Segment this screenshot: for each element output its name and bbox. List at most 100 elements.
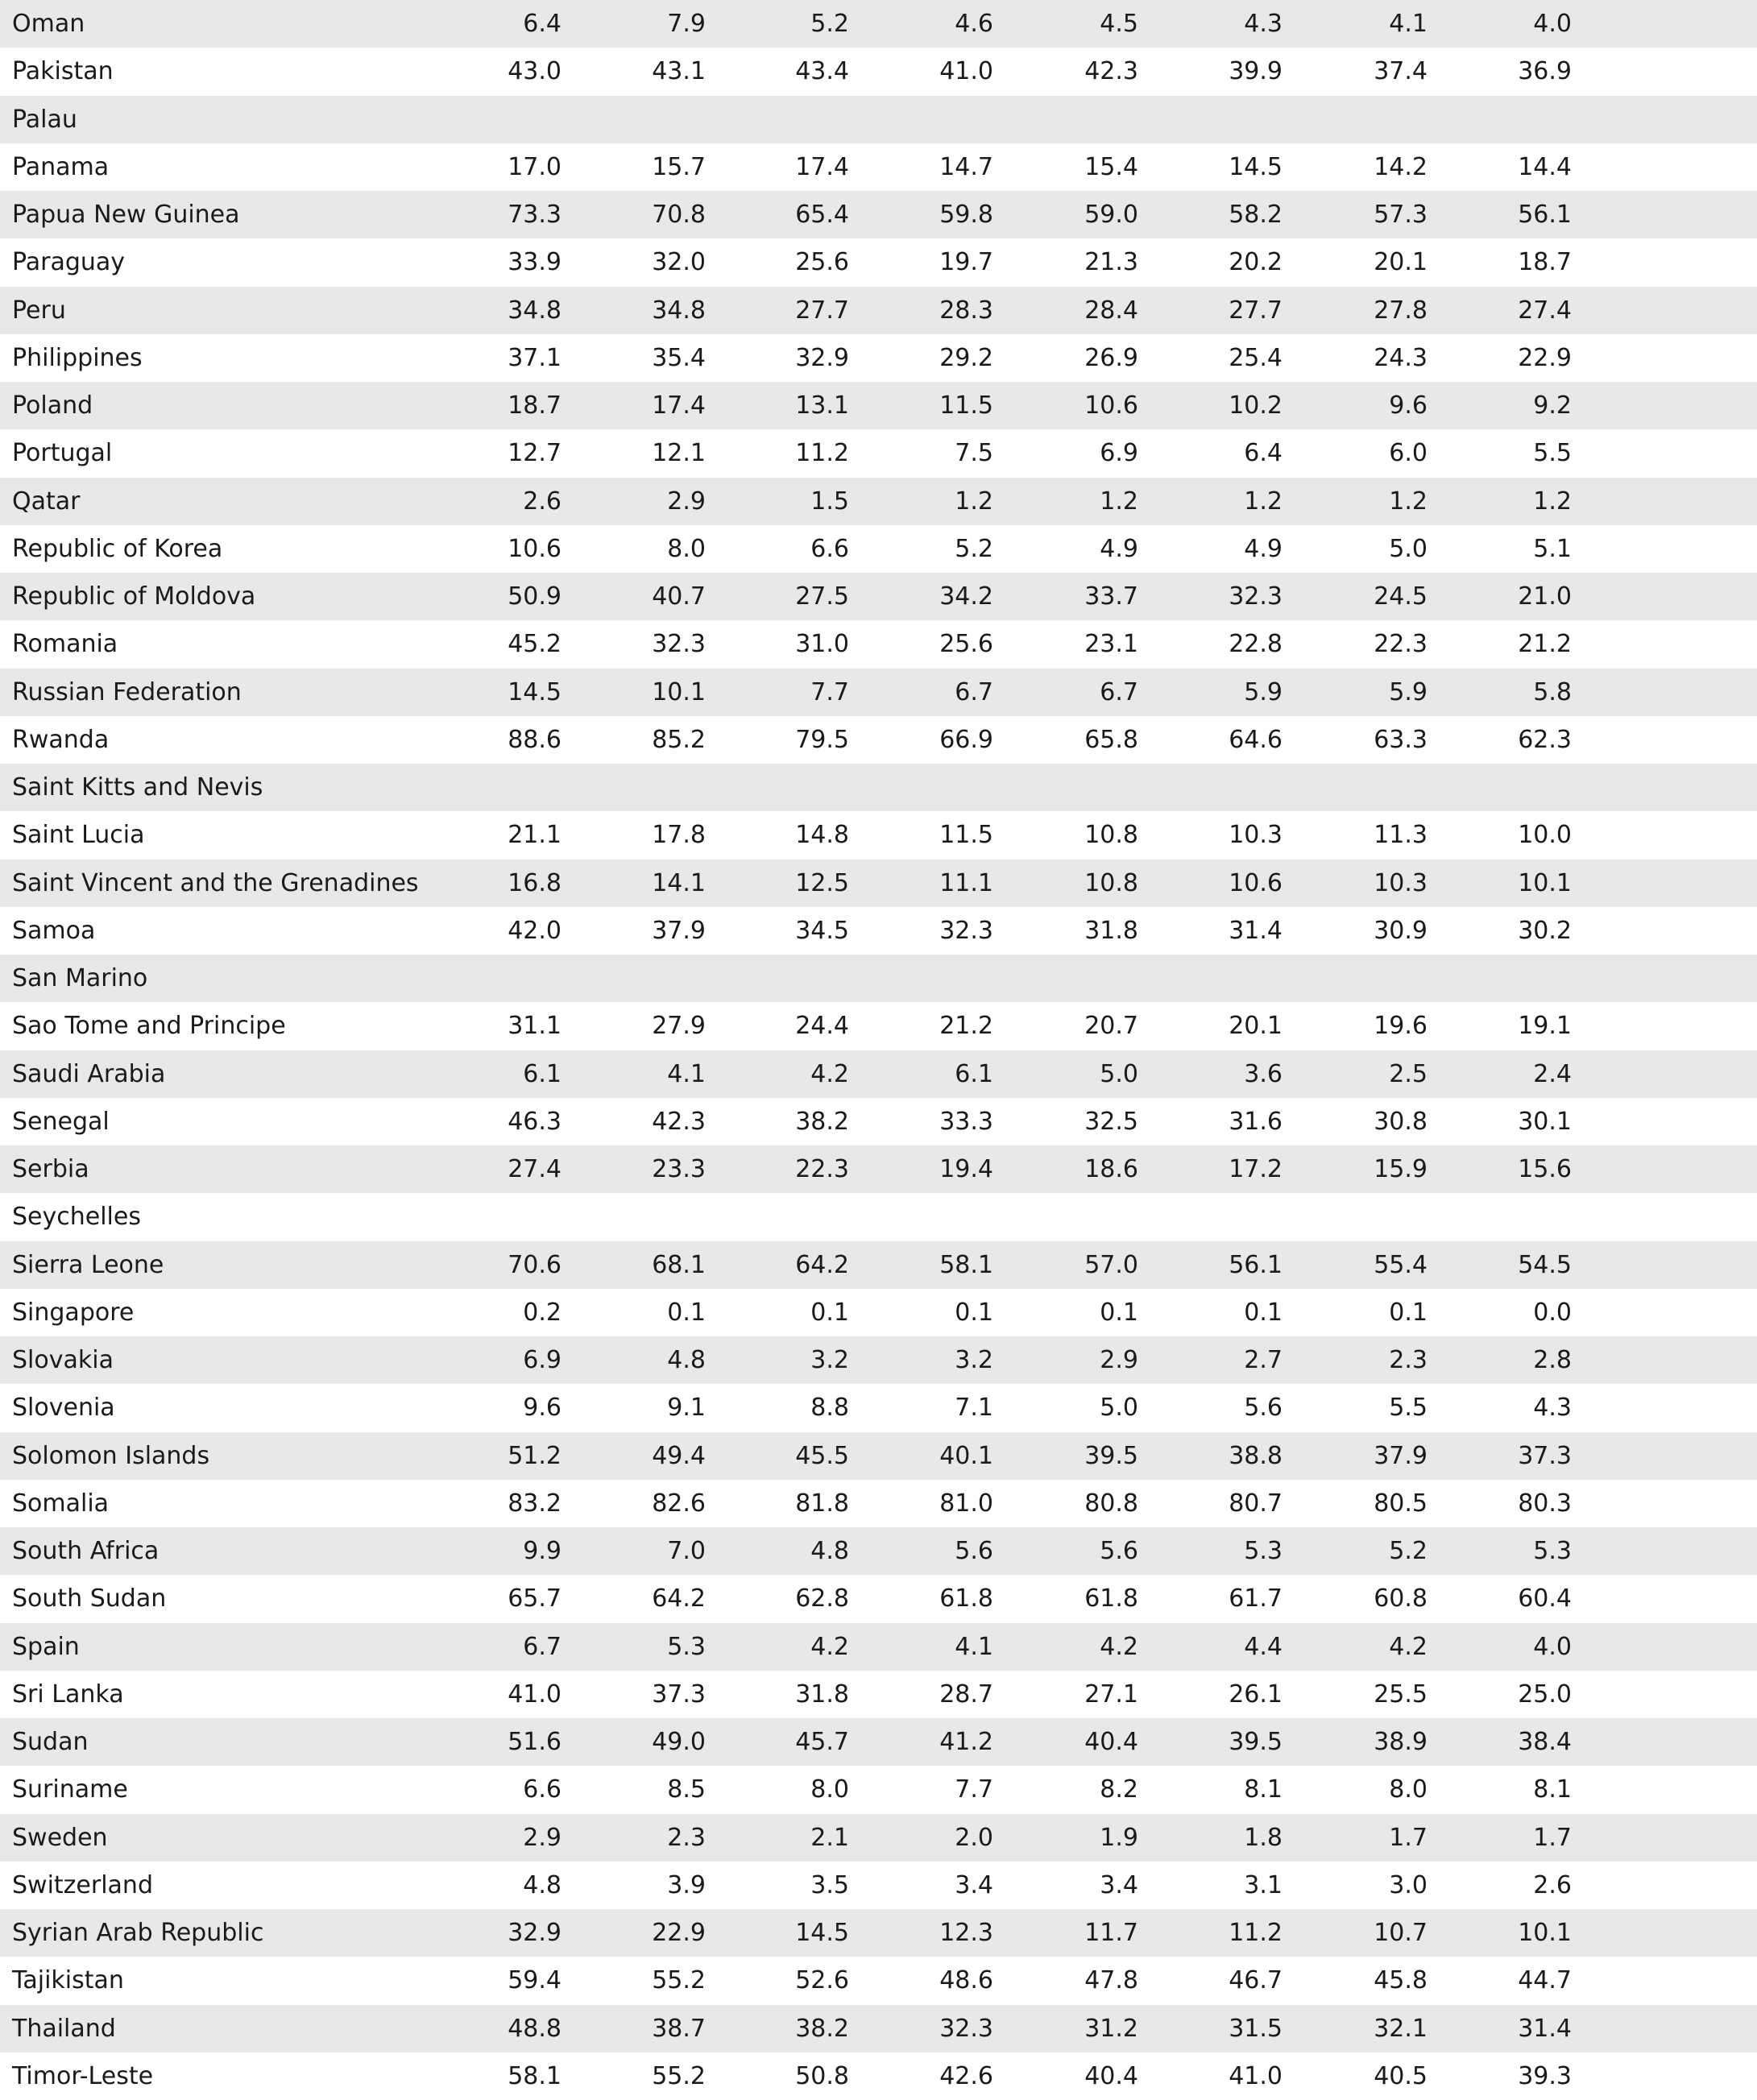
value-cell: 60.8: [1374, 1584, 1428, 1613]
value-cell: 4.2: [1389, 1632, 1428, 1661]
value-cell: 10.1: [652, 677, 706, 706]
value-cell: 65.4: [795, 201, 849, 229]
value-cell: 80.7: [1229, 1489, 1283, 1518]
value-cell: 1.7: [1533, 1823, 1572, 1852]
value-cell: 5.9: [1389, 677, 1428, 706]
value-cell: 70.6: [508, 1250, 561, 1279]
value-cell: 40.1: [939, 1441, 993, 1470]
value-cell: 57.3: [1374, 201, 1428, 229]
value-cell: 48.8: [508, 2014, 561, 2043]
value-cell: 4.1: [955, 1632, 993, 1661]
value-cell: 39.3: [1518, 2061, 1572, 2090]
value-cell: 55.2: [652, 1966, 706, 1995]
value-cell: 5.1: [1533, 534, 1572, 563]
value-cell: 17.0: [508, 152, 561, 181]
value-cell: 3.9: [667, 1870, 706, 1899]
value-cell: 31.5: [1229, 2014, 1283, 2043]
country-name: Senegal: [12, 1107, 110, 1136]
country-name: Rwanda: [12, 725, 110, 754]
value-cell: 59.8: [939, 201, 993, 229]
value-cell: 1.5: [810, 487, 849, 516]
value-cell: 20.1: [1229, 1012, 1283, 1041]
country-name: Tajikistan: [12, 1966, 124, 1995]
table-row: Palau: [0, 95, 1757, 143]
value-cell: 11.2: [795, 439, 849, 468]
value-cell: 38.7: [652, 2014, 706, 2043]
value-cell: 7.0: [667, 1537, 706, 1565]
value-cell: 10.7: [1374, 1919, 1428, 1947]
table-row: South Africa 9.9 7.0 4.8 5.6 5.6 5.3 5.2 5.3: [0, 1527, 1757, 1576]
country-name: Qatar: [12, 487, 81, 516]
value-cell: 2.3: [1389, 1346, 1428, 1374]
value-cell: 5.6: [1244, 1394, 1283, 1423]
value-cell: 6.9: [1100, 439, 1138, 468]
value-cell: 27.8: [1374, 296, 1428, 325]
value-cell: 7.1: [955, 1394, 993, 1423]
value-cell: 4.1: [667, 1059, 706, 1088]
table-row: Seychelles: [0, 1193, 1757, 1241]
value-cell: 10.3: [1374, 868, 1428, 897]
value-cell: 62.3: [1518, 725, 1572, 754]
country-name: Suriname: [12, 1775, 128, 1804]
value-cell: 2.7: [1244, 1346, 1283, 1374]
value-cell: 10.1: [1518, 868, 1572, 897]
value-cell: 83.2: [508, 1489, 561, 1518]
value-cell: 3.2: [955, 1346, 993, 1374]
value-cell: 1.2: [1100, 487, 1138, 516]
value-cell: 14.2: [1374, 152, 1428, 181]
value-cell: 2.6: [1533, 1870, 1572, 1899]
value-cell: 8.2: [1100, 1775, 1138, 1804]
value-cell: 19.4: [939, 1155, 993, 1183]
value-cell: 46.7: [1229, 1966, 1283, 1995]
value-cell: 26.9: [1084, 343, 1138, 372]
value-cell: 28.7: [939, 1680, 993, 1709]
value-cell: 50.8: [795, 2061, 849, 2090]
value-cell: 10.8: [1084, 868, 1138, 897]
value-cell: 5.0: [1100, 1394, 1138, 1423]
country-name: Serbia: [12, 1155, 89, 1183]
value-cell: 10.1: [1518, 1919, 1572, 1947]
value-cell: 45.7: [795, 1728, 849, 1756]
value-cell: 2.8: [1533, 1346, 1572, 1374]
country-name: Samoa: [12, 916, 96, 945]
table-row: Somalia 83.2 82.6 81.8 81.0 80.8 80.7 80.5 80.3: [0, 1480, 1757, 1527]
value-cell: 8.1: [1244, 1775, 1283, 1804]
value-cell: 18.7: [1518, 248, 1572, 277]
country-name: Slovakia: [12, 1346, 114, 1374]
value-cell: 5.5: [1533, 439, 1572, 468]
country-name: Saint Kitts and Nevis: [12, 773, 263, 801]
value-cell: 32.9: [508, 1919, 561, 1947]
value-cell: 7.5: [955, 439, 993, 468]
value-cell: 34.8: [508, 296, 561, 325]
value-cell: 39.5: [1084, 1441, 1138, 1470]
value-cell: 25.6: [795, 248, 849, 277]
value-cell: 22.9: [1518, 343, 1572, 372]
value-cell: 64.2: [652, 1584, 706, 1613]
value-cell: 10.3: [1229, 821, 1283, 850]
value-cell: 25.4: [1229, 343, 1283, 372]
value-cell: 37.4: [1374, 57, 1428, 86]
value-cell: 34.8: [652, 296, 706, 325]
value-cell: 0.1: [1100, 1298, 1138, 1327]
value-cell: 58.1: [508, 2061, 561, 2090]
value-cell: 24.4: [795, 1012, 849, 1041]
value-cell: 1.2: [1389, 487, 1428, 516]
country-name: Republic of Korea: [12, 534, 223, 563]
value-cell: 42.0: [508, 916, 561, 945]
value-cell: 14.5: [1229, 152, 1283, 181]
value-cell: 6.1: [955, 1059, 993, 1088]
value-cell: 6.7: [955, 677, 993, 706]
value-cell: 4.1: [1389, 10, 1428, 38]
country-name: Singapore: [12, 1298, 135, 1327]
value-cell: 5.2: [1389, 1537, 1428, 1565]
value-cell: 6.1: [523, 1059, 561, 1088]
value-cell: 1.9: [1100, 1823, 1138, 1852]
country-name: Russian Federation: [12, 677, 242, 706]
value-cell: 32.3: [652, 630, 706, 659]
value-cell: 5.3: [1533, 1537, 1572, 1565]
value-cell: 1.7: [1389, 1823, 1428, 1852]
value-cell: 5.9: [1244, 677, 1283, 706]
value-cell: 0.1: [667, 1298, 706, 1327]
table-row: Samoa 42.0 37.9 34.5 32.3 31.8 31.4 30.9 30.2: [0, 907, 1757, 955]
